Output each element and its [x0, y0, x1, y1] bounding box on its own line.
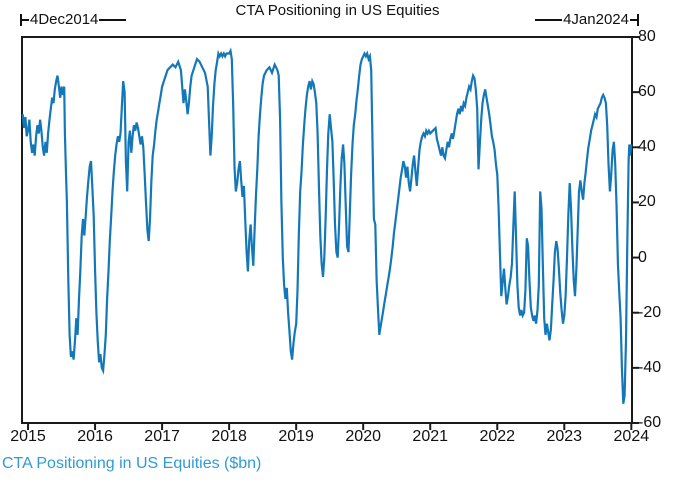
- range-start-label: 4Dec2014: [30, 11, 99, 28]
- range-end-leading-dash: [535, 18, 563, 21]
- x-tick-label: 2016: [77, 428, 113, 445]
- x-tick-label: 2020: [345, 428, 381, 445]
- range-end-tick: [637, 13, 639, 26]
- y-tick-label: 60: [638, 83, 656, 101]
- y-tick-label: -40: [638, 358, 662, 376]
- y-tick-label: -20: [638, 303, 662, 321]
- x-tick-label: 2024: [613, 428, 650, 445]
- plot-frame: [21, 36, 633, 424]
- x-tick-label: 2019: [278, 428, 314, 445]
- range-end-dash: [630, 18, 637, 21]
- x-tick-label: 2015: [10, 428, 46, 445]
- x-tick-label: 2017: [144, 428, 180, 445]
- x-tick-label: 2023: [546, 428, 583, 445]
- y-tick-label: 20: [638, 193, 656, 211]
- chart-title: CTA Positioning in US Equities: [235, 2, 440, 19]
- x-tick-label: 2022: [479, 428, 516, 445]
- x-tick-label: 2021: [412, 428, 449, 445]
- y-tick-label: 80: [638, 28, 656, 45]
- x-tick-label: 2018: [211, 428, 247, 445]
- range-start-tick: [20, 13, 22, 26]
- range-end-label: 4Jan2024: [563, 11, 629, 28]
- range-start-dash: [22, 18, 29, 21]
- y-tick-label: 0: [638, 248, 647, 266]
- range-start-annotation: 4Dec2014: [20, 11, 127, 28]
- y-tick-label: -60: [638, 414, 662, 431]
- data-line: [21, 47, 633, 404]
- range-start-trailing-dash: [99, 18, 127, 21]
- range-end-annotation: 4Jan2024: [535, 11, 639, 28]
- chart-caption: CTA Positioning in US Equities ($bn): [2, 455, 262, 472]
- y-tick-label: 40: [638, 138, 656, 156]
